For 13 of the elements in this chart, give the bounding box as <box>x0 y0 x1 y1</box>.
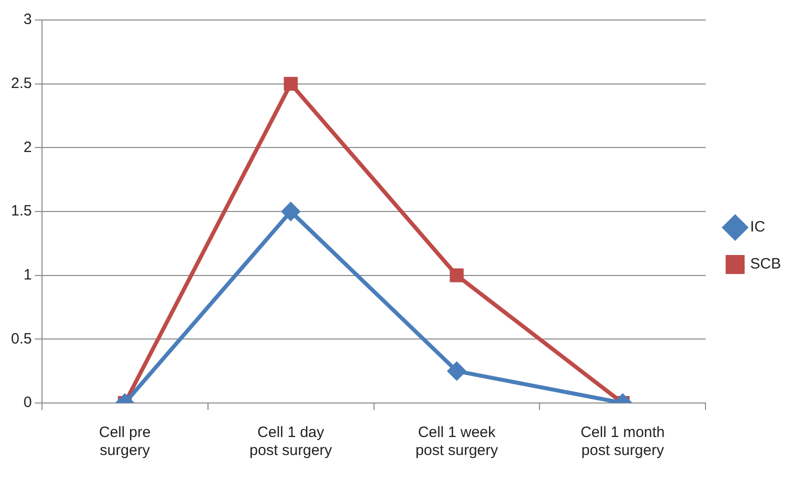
y-tick-label: 2 <box>24 138 32 156</box>
x-tick-label: Cell 1 day post surgery <box>250 424 333 460</box>
legend-label: SCB <box>750 256 781 273</box>
x-tick-label: Cell 1 month post surgery <box>580 424 665 460</box>
legend-label: IC <box>750 218 766 236</box>
y-tick-label: 0 <box>24 394 32 412</box>
x-tick-label: Cell 1 week post surgery <box>415 424 498 460</box>
y-tick-label: 1.5 <box>10 202 32 220</box>
y-tick-label: 0.5 <box>10 330 32 348</box>
x-tick-label: Cell pre surgery <box>98 424 151 460</box>
y-tick-label: 1 <box>24 266 32 284</box>
y-tick-label: 3 <box>24 11 32 28</box>
y-tick-label: 2.5 <box>10 74 32 92</box>
